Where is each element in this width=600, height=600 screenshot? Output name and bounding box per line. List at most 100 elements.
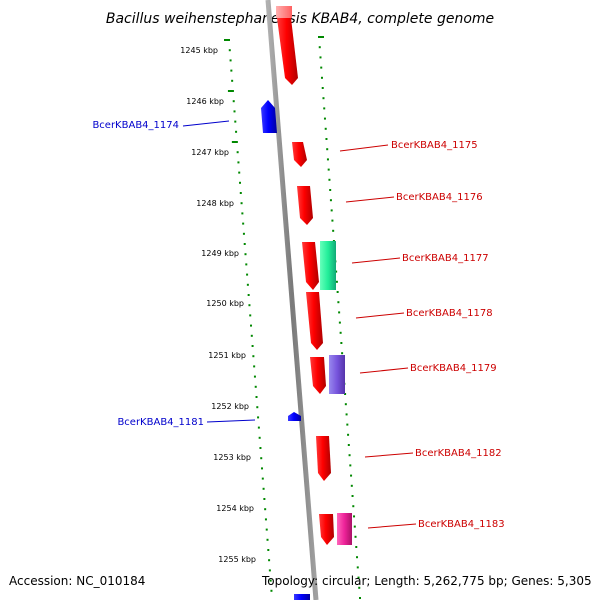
tick-mark: [256, 406, 259, 409]
tick-mark: [238, 171, 241, 174]
gene-labels: BcerKBAB4_1174 BcerKBAB4_1175 BcerKBAB4_…: [92, 120, 504, 530]
scale-label: 1247 kbp: [191, 148, 229, 157]
topology-text: Topology: circular; Length: 5,262,775 bp…: [262, 574, 592, 588]
tick-mark: [257, 426, 260, 429]
tick-mark: [231, 141, 238, 143]
gene-label[interactable]: BcerKBAB4_1177: [402, 253, 489, 264]
tick-mark: [254, 385, 257, 388]
left-tick-track: [224, 39, 273, 592]
tick-mark: [353, 525, 356, 528]
gene-label[interactable]: BcerKBAB4_1183: [418, 519, 505, 530]
gene-feature-magenta[interactable]: [337, 513, 352, 545]
tick-mark: [322, 97, 325, 100]
gene-arrow-bcerkbab4-1182[interactable]: [316, 436, 331, 481]
tick-mark: [335, 270, 338, 273]
tick-mark: [270, 589, 273, 592]
tick-mark: [249, 314, 252, 317]
tick-mark: [269, 579, 272, 582]
gene-arrow-partial-bottom[interactable]: [294, 594, 310, 600]
gene-label[interactable]: BcerKBAB4_1179: [410, 363, 497, 374]
tick-mark: [236, 151, 239, 154]
scale-label: 1254 kbp: [216, 504, 254, 513]
tick-mark: [242, 222, 245, 225]
tick-mark: [346, 423, 349, 426]
tick-mark: [234, 120, 237, 123]
tick-mark: [330, 209, 333, 212]
tick-mark: [331, 219, 334, 222]
tick-mark: [351, 495, 354, 497]
gene-label[interactable]: BcerKBAB4_1174: [92, 120, 179, 131]
tick-mark: [268, 569, 271, 572]
tick-mark: [235, 130, 238, 133]
tick-mark: [336, 291, 339, 293]
tick-mark: [355, 546, 358, 548]
tick-mark: [263, 498, 266, 500]
tick-mark: [228, 49, 231, 52]
gene-label[interactable]: BcerKBAB4_1175: [391, 140, 478, 151]
gene-arrow-bcerkbab4-1183[interactable]: [319, 514, 334, 545]
tick-mark: [340, 342, 343, 344]
gene-feature-purple[interactable]: [329, 355, 345, 394]
tick-mark: [224, 39, 230, 41]
tick-mark: [326, 148, 329, 151]
tick-mark: [231, 79, 234, 82]
gene-arrow-bcerkbab4-1178[interactable]: [306, 292, 323, 350]
tick-mark: [341, 352, 344, 355]
tick-mark: [319, 56, 322, 59]
gene-feature-green[interactable]: [320, 241, 336, 290]
tick-mark: [248, 304, 251, 307]
tick-mark: [259, 447, 262, 449]
tick-mark: [240, 202, 243, 205]
tick-mark: [352, 505, 355, 508]
gene-arrow-bcerkbab4-1174[interactable]: [261, 100, 277, 133]
tick-mark: [347, 433, 350, 436]
gene-arrow-bcerkbab4-1177[interactable]: [302, 242, 319, 290]
scale-label: 1245 kbp: [180, 46, 218, 55]
tick-mark: [237, 161, 240, 164]
gene-features: [261, 6, 352, 600]
tick-mark: [244, 253, 247, 256]
gene-arrow-bcerkbab4-1175[interactable]: [292, 142, 307, 167]
tick-mark: [350, 474, 353, 477]
tick-mark: [344, 403, 347, 406]
tick-mark: [267, 549, 270, 551]
tick-mark: [337, 301, 340, 304]
tick-mark: [260, 457, 263, 460]
gene-leader-lines: [182, 120, 417, 529]
gene-label[interactable]: BcerKBAB4_1182: [415, 448, 502, 459]
tick-mark: [258, 436, 261, 439]
scale-labels: 1245 kbp 1246 kbp 1247 kbp 1248 kbp 1249…: [180, 46, 256, 564]
tick-mark: [230, 69, 233, 72]
gene-label[interactable]: BcerKBAB4_1181: [117, 417, 204, 428]
tick-mark: [241, 212, 244, 215]
tick-mark: [268, 559, 271, 562]
tick-mark: [239, 181, 242, 184]
tick-mark: [325, 138, 328, 140]
tick-mark: [243, 243, 246, 245]
scale-label: 1255 kbp: [218, 555, 256, 564]
tick-mark: [323, 117, 326, 120]
tick-mark: [347, 444, 350, 446]
tick-mark: [261, 467, 264, 470]
gene-label[interactable]: BcerKBAB4_1176: [396, 192, 483, 203]
tick-mark: [262, 487, 265, 490]
gene-arrow-bcerkbab4-1179[interactable]: [310, 357, 326, 394]
accession-text: Accession: NC_010184: [9, 574, 146, 588]
tick-mark: [253, 365, 256, 368]
gene-arrow-partial[interactable]: [276, 6, 292, 18]
tick-mark: [338, 311, 341, 314]
tick-mark: [339, 331, 342, 334]
tick-mark: [344, 393, 347, 395]
tick-mark: [255, 396, 258, 398]
gene-arrow-bcerkbab4-1181[interactable]: [288, 412, 301, 421]
tick-mark: [328, 178, 331, 181]
tick-mark: [326, 158, 329, 161]
gene-arrow-forward[interactable]: [277, 18, 298, 85]
gene-arrow-bcerkbab4-1176[interactable]: [297, 186, 313, 225]
tick-mark: [327, 168, 330, 171]
tick-mark: [264, 508, 267, 511]
scale-label: 1252 kbp: [211, 402, 249, 411]
tick-mark: [356, 556, 359, 559]
tick-mark: [357, 576, 360, 579]
gene-label[interactable]: BcerKBAB4_1178: [406, 308, 493, 319]
